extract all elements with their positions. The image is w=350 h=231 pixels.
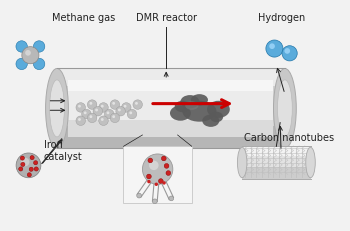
Text: Iron
catalyst: Iron catalyst: [44, 140, 83, 161]
Text: DMR reactor: DMR reactor: [136, 13, 197, 23]
Circle shape: [76, 103, 85, 112]
Ellipse shape: [180, 95, 199, 108]
Circle shape: [285, 48, 290, 54]
Ellipse shape: [210, 112, 223, 122]
Circle shape: [106, 111, 110, 114]
Ellipse shape: [191, 94, 208, 106]
Bar: [68, 80, 273, 91]
Circle shape: [88, 113, 97, 123]
Circle shape: [88, 100, 97, 109]
Circle shape: [164, 164, 169, 168]
Text: Carbon nanotubes: Carbon nanotubes: [244, 133, 334, 143]
Circle shape: [124, 105, 126, 108]
Circle shape: [135, 102, 138, 105]
Circle shape: [166, 171, 171, 175]
Circle shape: [93, 106, 103, 116]
Ellipse shape: [207, 101, 230, 118]
Circle shape: [33, 41, 45, 52]
Circle shape: [29, 167, 33, 171]
Circle shape: [155, 182, 158, 186]
Ellipse shape: [273, 69, 296, 148]
Ellipse shape: [202, 115, 219, 127]
Circle shape: [130, 111, 132, 114]
Ellipse shape: [50, 80, 64, 137]
Circle shape: [25, 50, 31, 56]
Circle shape: [110, 113, 120, 123]
Circle shape: [16, 153, 41, 178]
Circle shape: [33, 58, 45, 70]
Circle shape: [269, 43, 275, 49]
Bar: [124, 146, 192, 203]
Circle shape: [21, 158, 29, 166]
Bar: [57, 69, 285, 148]
Circle shape: [30, 155, 34, 160]
Ellipse shape: [185, 101, 198, 110]
Circle shape: [148, 158, 153, 163]
Circle shape: [34, 161, 38, 165]
Circle shape: [282, 46, 297, 61]
Bar: [57, 126, 285, 148]
Bar: [242, 146, 310, 179]
Bar: [57, 69, 285, 86]
Ellipse shape: [46, 69, 68, 148]
Circle shape: [142, 154, 173, 184]
Circle shape: [116, 106, 125, 116]
Circle shape: [133, 100, 142, 109]
Bar: [242, 146, 310, 156]
Circle shape: [153, 199, 157, 204]
Bar: [242, 167, 310, 179]
Circle shape: [266, 40, 283, 57]
Circle shape: [84, 111, 86, 114]
Circle shape: [121, 103, 131, 112]
Circle shape: [169, 196, 174, 201]
Bar: [68, 120, 273, 137]
Circle shape: [76, 116, 85, 125]
Ellipse shape: [237, 147, 247, 178]
Circle shape: [19, 167, 23, 171]
Circle shape: [16, 58, 27, 70]
Text: Hydrogen: Hydrogen: [258, 13, 306, 23]
Circle shape: [99, 116, 108, 125]
Circle shape: [101, 105, 104, 108]
Circle shape: [149, 161, 159, 170]
Circle shape: [137, 193, 141, 198]
Circle shape: [101, 118, 104, 121]
Circle shape: [21, 162, 25, 167]
Circle shape: [34, 167, 38, 171]
Circle shape: [118, 109, 121, 111]
Circle shape: [99, 103, 108, 112]
Ellipse shape: [175, 101, 190, 112]
Circle shape: [90, 102, 92, 105]
Circle shape: [127, 109, 137, 119]
Circle shape: [104, 109, 114, 119]
Circle shape: [16, 41, 27, 52]
Ellipse shape: [182, 101, 217, 122]
Ellipse shape: [170, 106, 191, 121]
Circle shape: [112, 115, 115, 118]
Circle shape: [161, 156, 166, 161]
Circle shape: [78, 118, 81, 121]
Circle shape: [147, 174, 151, 179]
Circle shape: [90, 115, 92, 118]
Circle shape: [159, 179, 163, 183]
Ellipse shape: [306, 147, 315, 178]
Circle shape: [22, 47, 39, 64]
Circle shape: [82, 109, 91, 119]
Text: Methane gas: Methane gas: [52, 13, 116, 23]
Bar: [68, 80, 273, 137]
Circle shape: [110, 100, 120, 109]
Ellipse shape: [278, 80, 292, 137]
Circle shape: [147, 180, 150, 183]
Circle shape: [78, 105, 81, 108]
Circle shape: [20, 156, 24, 160]
Circle shape: [112, 102, 115, 105]
Circle shape: [162, 181, 166, 185]
Circle shape: [27, 173, 32, 177]
Circle shape: [95, 109, 98, 111]
